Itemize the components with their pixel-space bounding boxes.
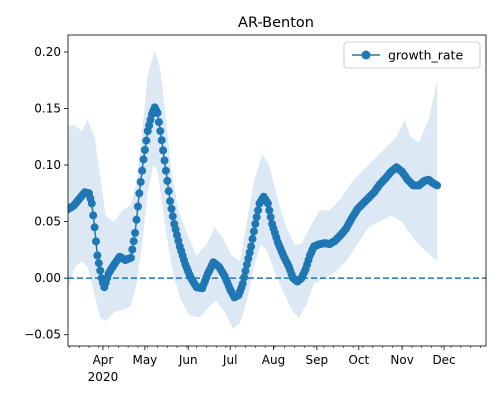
growth-rate-point (161, 166, 170, 175)
growth-rate-point (135, 189, 144, 198)
growth-rate-point (263, 199, 272, 208)
growth-rate-point (154, 118, 163, 127)
x-tick-label: Apr (93, 353, 114, 367)
growth-rate-point (242, 260, 251, 269)
x-tick-label: Jun (178, 353, 198, 367)
growth-rate-point (140, 146, 149, 154)
growth-rate-point (248, 234, 257, 243)
y-tick-label: 0.10 (34, 158, 61, 172)
growth-rate-point (238, 279, 247, 288)
growth-rate-point (159, 146, 168, 155)
growth-rate-point (153, 109, 162, 117)
y-tick-label: 0.05 (34, 215, 61, 229)
growth-rate-point (92, 237, 100, 246)
chart-title: AR-Benton (238, 15, 314, 31)
growth-rate-point (241, 267, 250, 275)
growth-rate-point (89, 211, 98, 220)
growth-rate-point (96, 266, 105, 275)
legend: growth_rate (343, 41, 481, 69)
growth-rate-point (94, 259, 103, 268)
x-tick-label: May (132, 353, 157, 367)
growth-rate-point (167, 204, 176, 213)
y-tick-label: −0.05 (24, 328, 61, 342)
legend-box (343, 41, 481, 69)
growth-rate-point (168, 212, 177, 221)
growth-rate-point (156, 127, 165, 136)
axes: −0.05 0.00 0.05 0.10 0.15 0.20 Apr 2020 May Jun Ju… (24, 34, 487, 384)
x-tick-label: Aug (262, 353, 285, 367)
growth-rate-point (90, 223, 99, 232)
growth-rate-point (93, 251, 102, 260)
growth-rate-point (252, 213, 261, 222)
growth-rate-point (245, 248, 254, 257)
legend-label: growth_rate (388, 48, 463, 63)
growth-rate-point (142, 136, 151, 145)
growth-rate-point (265, 206, 274, 215)
x-tick-year-label: 2020 (88, 370, 119, 384)
growth-rate-point (166, 197, 175, 206)
growth-rate-point (129, 237, 138, 246)
growth-rate-point (157, 136, 166, 145)
growth-rate-point (244, 254, 253, 263)
growth-rate-point (126, 253, 135, 262)
growth-rate-point (240, 273, 249, 282)
growth-rate-point (131, 228, 140, 237)
growth-rate-point (251, 219, 260, 228)
plot-area (68, 49, 486, 329)
growth-rate-point (160, 156, 169, 165)
confidence-band (68, 49, 438, 329)
growth-rate-point (433, 181, 442, 190)
x-tick-label: Nov (390, 353, 413, 367)
growth-rate-point (132, 215, 141, 224)
y-tick-label: 0.15 (34, 102, 61, 116)
growth-rate-point (136, 178, 145, 186)
growth-rate-point (163, 176, 172, 185)
growth-rate-point (87, 199, 96, 208)
plot-frame (67, 34, 487, 347)
growth-rate-point (138, 166, 147, 175)
x-tick-label: Sep (306, 353, 329, 367)
plot-inner (68, 49, 486, 329)
y-tick-label: 0.20 (34, 45, 61, 59)
y-tick-label: 0.00 (34, 271, 61, 285)
growth-rate-point (254, 206, 263, 215)
growth-rate-point (249, 227, 258, 236)
x-tick-label: Dec (432, 353, 455, 367)
growth-rate-point (133, 202, 142, 211)
x-tick-label: Oct (348, 353, 369, 367)
growth-rate-point (266, 213, 275, 222)
growth-rate-point (128, 245, 137, 254)
legend-marker-swatch (361, 50, 371, 60)
x-tick-label: Jul (222, 353, 237, 367)
growth-rate-point (247, 242, 256, 251)
growth-rate-point (139, 155, 148, 164)
growth-rate-point (164, 187, 173, 196)
